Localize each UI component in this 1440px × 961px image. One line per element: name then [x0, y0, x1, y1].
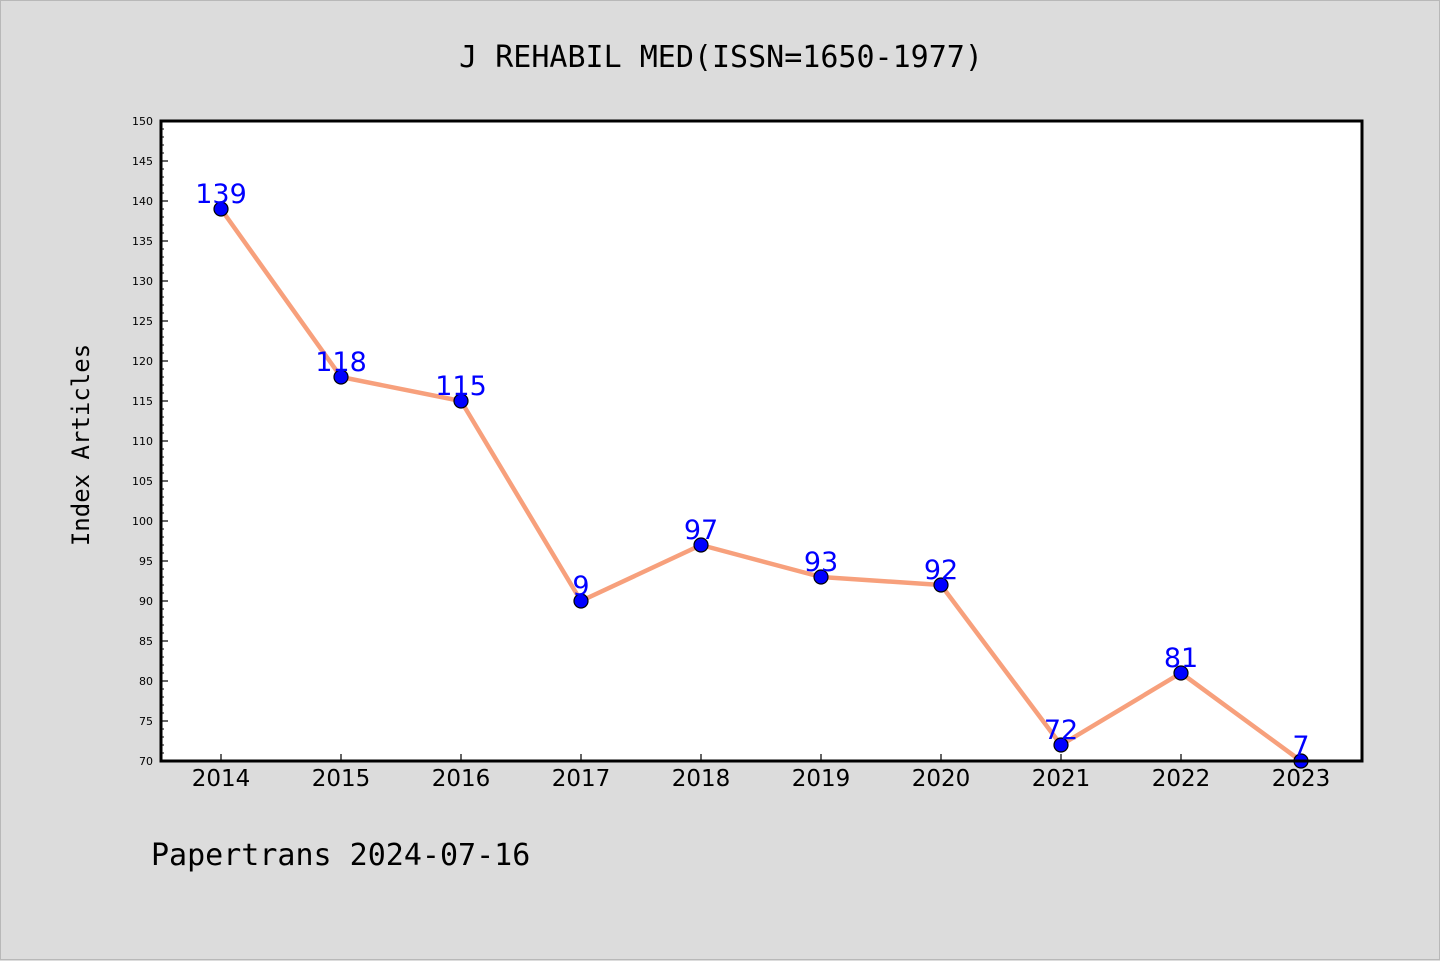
y-axis-label: Index Articles	[67, 344, 95, 546]
y-tick-label: 115	[132, 395, 153, 408]
series-line	[219, 207, 1303, 763]
x-tick-label: 2017	[552, 766, 611, 792]
y-tick-label: 135	[132, 235, 153, 248]
x-tick-label: 2021	[1032, 766, 1091, 792]
y-axis-ticks: 70 75 80 85 90 95 100 105 110 115 120 125 130 135 140 1…	[132, 115, 168, 768]
y-tick-label: 85	[139, 635, 153, 648]
data-label: 93	[804, 547, 838, 578]
y-tick-label: 110	[132, 435, 153, 448]
data-label: 9	[572, 571, 589, 602]
x-tick-label: 2020	[912, 766, 971, 792]
y-tick-label: 90	[139, 595, 153, 608]
y-tick-label: 120	[132, 355, 153, 368]
data-point	[693, 537, 709, 553]
data-label: 7	[1292, 731, 1309, 762]
footer-date: Papertrans 2024-07-16	[151, 838, 530, 873]
y-tick-label: 80	[139, 675, 153, 688]
y-tick-label: 95	[139, 555, 153, 568]
data-label: 72	[1044, 715, 1078, 746]
y-tick-label: 105	[132, 475, 153, 488]
y-tick-label: 150	[132, 115, 153, 128]
data-labels: 139 118 115 9 97 93 92 72 81 7	[195, 179, 1309, 762]
x-tick-label: 2014	[192, 766, 251, 792]
y-tick-label: 100	[132, 515, 153, 528]
data-point	[213, 201, 229, 217]
y-tick-label: 125	[132, 315, 153, 328]
data-point	[573, 593, 589, 609]
data-label: 81	[1164, 643, 1198, 674]
y-tick-label: 70	[139, 755, 153, 768]
data-point	[1053, 737, 1069, 753]
x-axis-ticks: 2014 2015 2016 2017 2018 2019 2020 2021 2022 2023	[192, 754, 1331, 792]
data-label: 97	[684, 515, 718, 546]
y-tick-label: 130	[132, 275, 153, 288]
data-point	[813, 569, 829, 585]
data-label: 139	[195, 179, 247, 210]
y-tick-label: 140	[132, 195, 153, 208]
plot-frame	[159, 119, 1364, 763]
chart-title: J REHABIL MED(ISSN=1650-1977)	[459, 40, 983, 75]
x-tick-label: 2018	[672, 766, 731, 792]
data-point	[1173, 665, 1189, 681]
data-point	[453, 393, 469, 409]
x-tick-label: 2015	[312, 766, 371, 792]
y-tick-label: 145	[132, 155, 153, 168]
data-label: 115	[435, 371, 487, 402]
x-tick-label: 2023	[1272, 766, 1331, 792]
x-tick-label: 2016	[432, 766, 491, 792]
data-label: 92	[924, 555, 958, 586]
y-tick-label: 75	[139, 715, 153, 728]
data-label: 118	[315, 347, 367, 378]
x-tick-label: 2019	[792, 766, 851, 792]
series-markers	[213, 201, 1309, 769]
x-tick-label: 2022	[1152, 766, 1211, 792]
plot-area	[161, 121, 1362, 761]
data-point	[933, 577, 949, 593]
data-point	[333, 369, 349, 385]
